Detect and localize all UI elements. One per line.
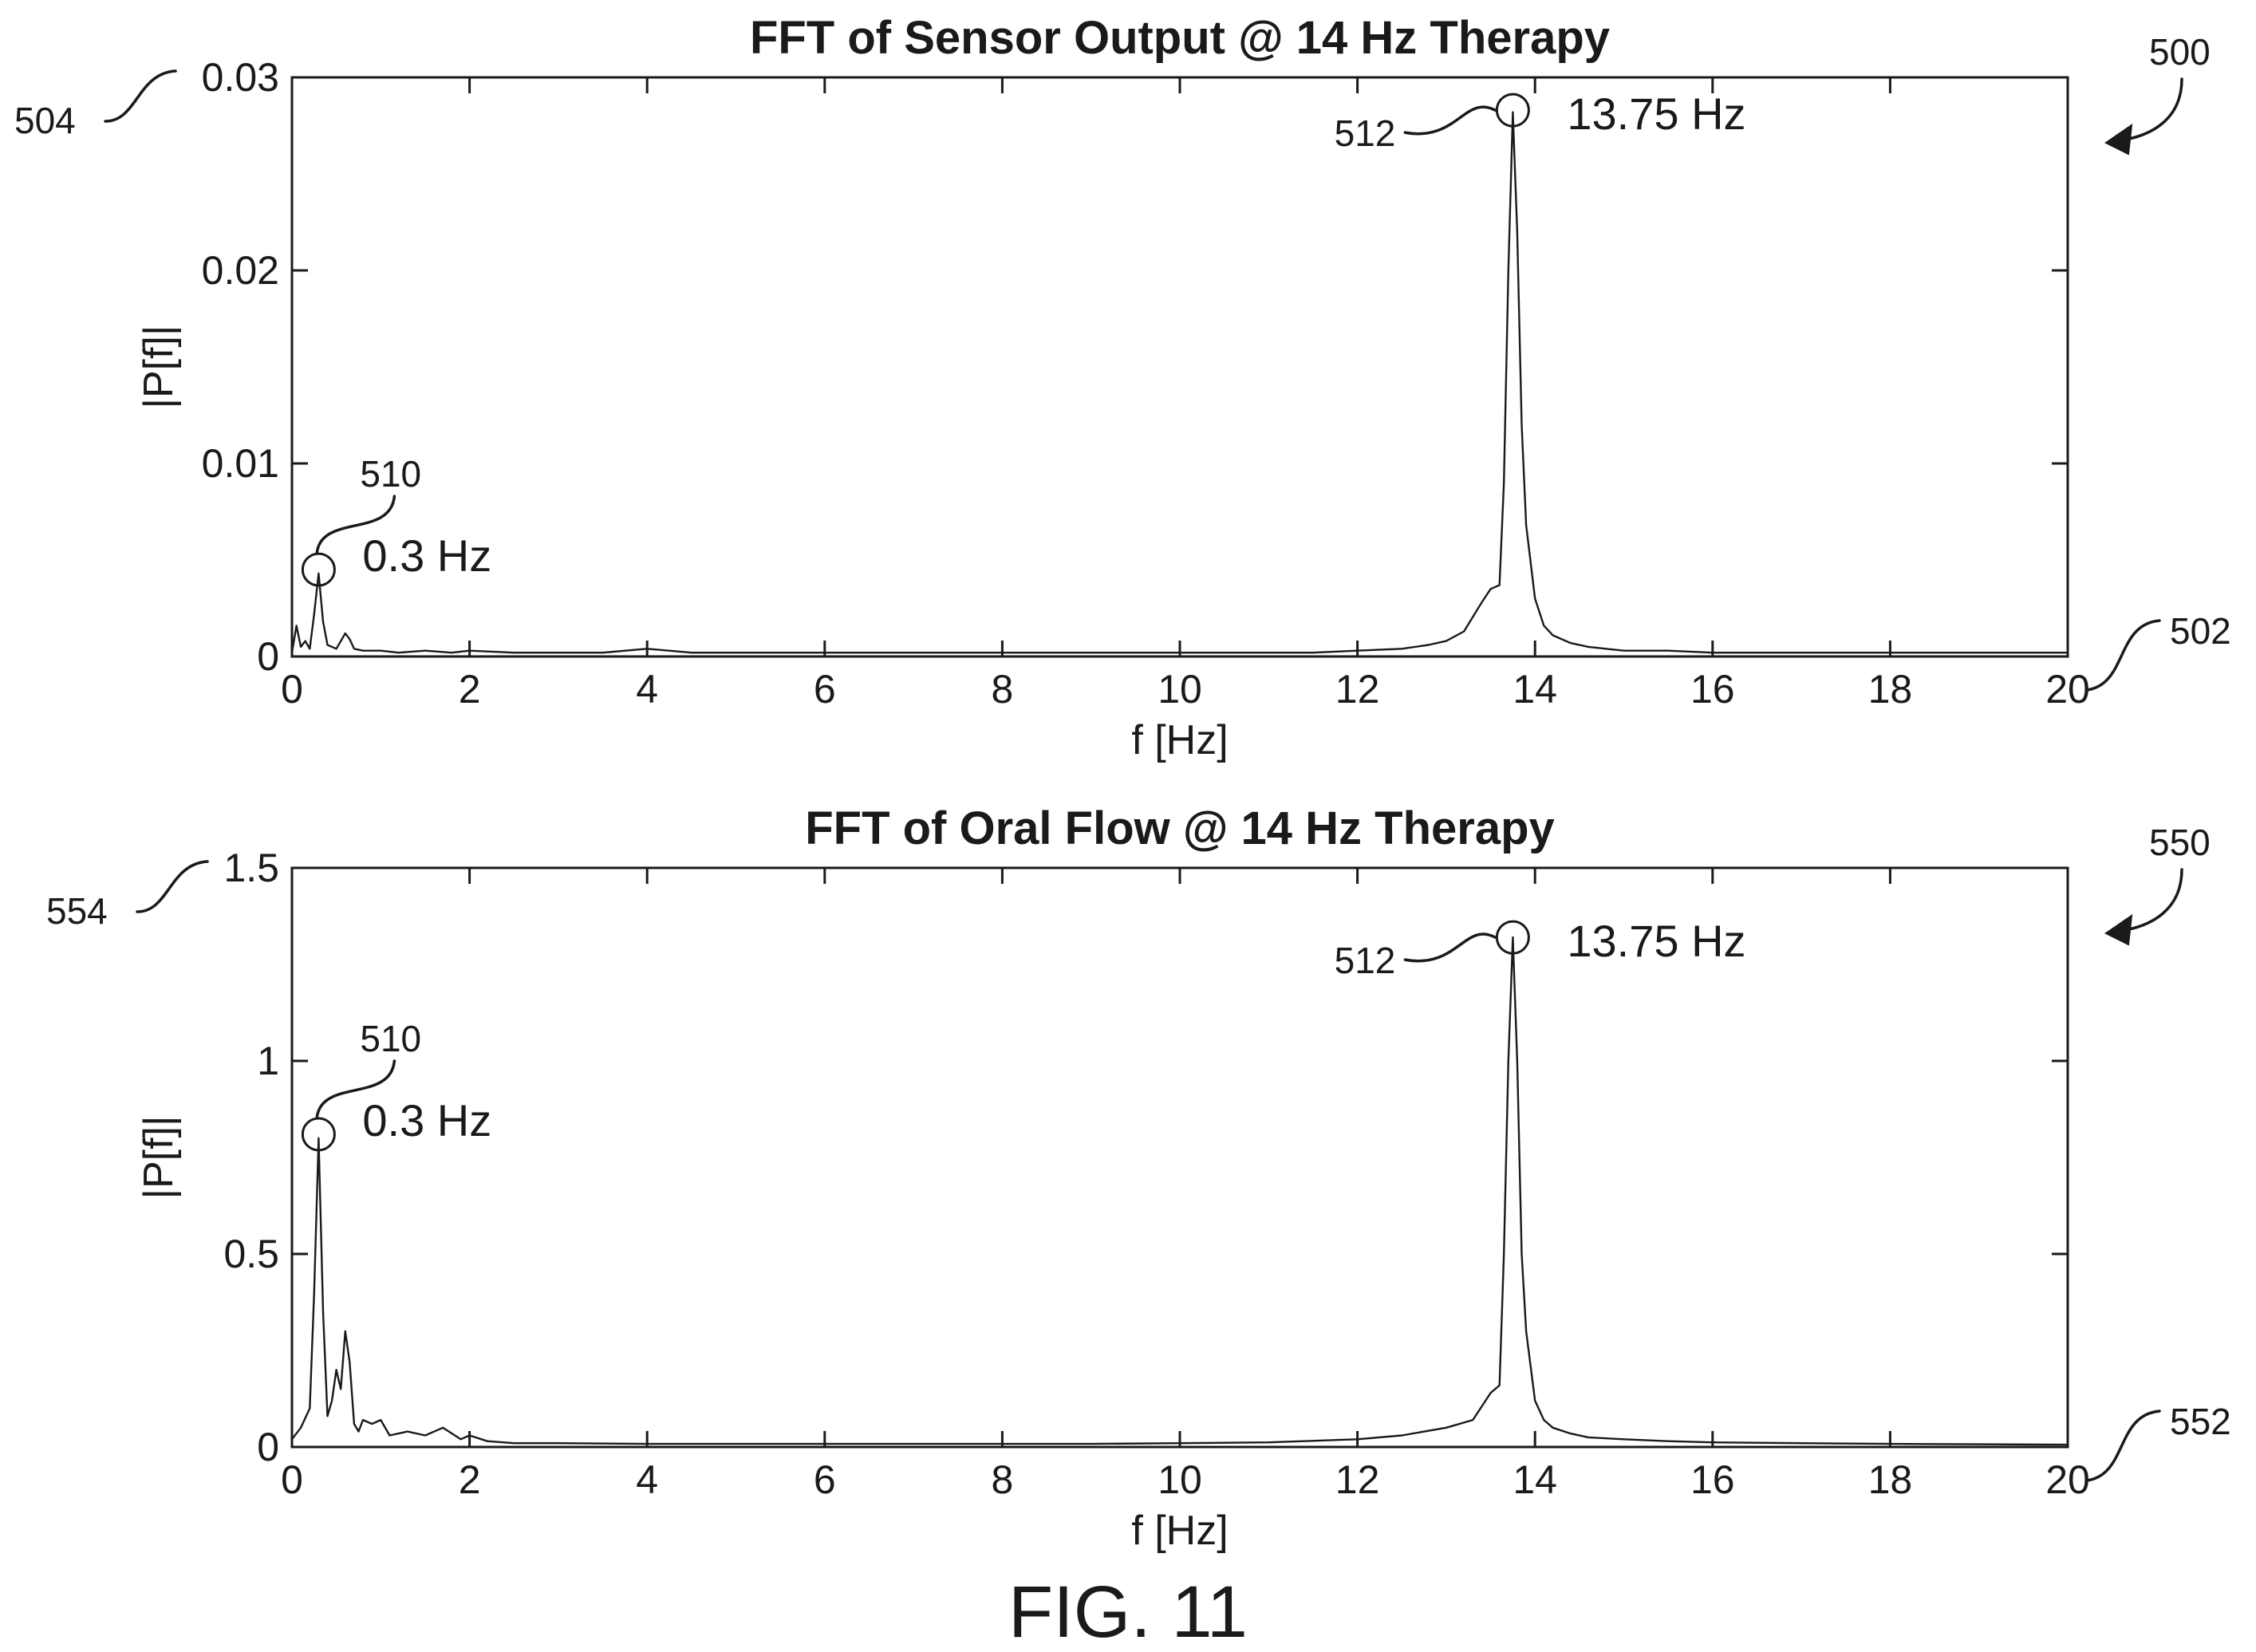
figure-caption: FIG. 11 xyxy=(1008,1571,1248,1652)
arrowhead-icon xyxy=(2104,123,2133,156)
y-axis-reference-numeral: 554 xyxy=(46,890,108,932)
y-tick-label: 0.5 xyxy=(223,1232,279,1276)
peak-marker-circle xyxy=(301,1117,336,1152)
leader-line xyxy=(315,1059,396,1118)
x-tick-label: 12 xyxy=(1335,667,1380,712)
y-tick-label: 0.01 xyxy=(202,441,279,486)
x-axis-label: f [Hz] xyxy=(1131,717,1228,763)
x-axis-label: f [Hz] xyxy=(1131,1508,1228,1554)
fft-trace-line xyxy=(291,936,2069,1446)
leader-line xyxy=(2085,619,2161,692)
y-axis-label: |P[f]| xyxy=(136,1115,182,1199)
peak-marker-circle xyxy=(301,552,336,587)
x-tick-label: 10 xyxy=(1158,667,1202,712)
reference-numeral: 512 xyxy=(1335,112,1396,154)
top-plot-sensor-output: FFT of Sensor Output @ 14 Hz Therapy 0 2 4 6… xyxy=(14,12,2231,763)
y-tick-label: 1 xyxy=(257,1039,279,1083)
x-tick-label: 8 xyxy=(991,667,1013,712)
x-tick-label: 20 xyxy=(2045,667,2090,712)
x-tick-label: 18 xyxy=(1868,1457,1913,1502)
x-tick-label: 14 xyxy=(1513,667,1557,712)
peak-marker-circle xyxy=(1495,920,1530,955)
peak-marker-circle xyxy=(1495,93,1530,128)
peak-frequency-label: 13.75 Hz xyxy=(1567,89,1745,139)
figure-reference-numeral: 500 xyxy=(2149,31,2211,73)
x-tick-label: 2 xyxy=(459,667,481,712)
reference-numeral: 510 xyxy=(360,453,421,495)
y-axis-reference-numeral: 504 xyxy=(14,100,76,141)
x-tick-label: 6 xyxy=(814,1457,836,1502)
fft-trace-line xyxy=(290,111,2068,654)
x-tick-label: 0 xyxy=(281,667,303,712)
reference-numeral: 510 xyxy=(360,1018,421,1059)
chart-title: FFT of Sensor Output @ 14 Hz Therapy xyxy=(750,12,1610,64)
x-tick-label: 2 xyxy=(459,1457,481,1502)
y-tick-label: 0 xyxy=(257,1425,279,1469)
x-axis-reference-numeral: 502 xyxy=(2170,610,2231,652)
x-tick-label: 16 xyxy=(1690,667,1735,712)
leader-line xyxy=(2085,1410,2161,1482)
x-tick-label: 0 xyxy=(281,1457,303,1502)
plot-frame xyxy=(290,76,2069,658)
leader-line xyxy=(315,495,396,554)
x-tick-label: 20 xyxy=(2045,1457,2090,1502)
peak-frequency-label: 0.3 Hz xyxy=(362,530,491,581)
y-tick-label: 0.02 xyxy=(202,248,279,293)
figure-reference-numeral: 550 xyxy=(2149,822,2211,863)
x-tick-label: 8 xyxy=(991,1457,1013,1502)
x-tick-label: 12 xyxy=(1335,1457,1380,1502)
leader-line xyxy=(104,69,177,123)
x-tick-label: 6 xyxy=(814,667,836,712)
peak-frequency-label: 13.75 Hz xyxy=(1567,916,1745,966)
chart-title: FFT of Oral Flow @ 14 Hz Therapy xyxy=(805,802,1555,854)
leader-line xyxy=(1403,932,1497,963)
peak-frequency-label: 0.3 Hz xyxy=(362,1095,491,1145)
leader-line xyxy=(1403,105,1497,136)
leader-line xyxy=(136,860,209,913)
reference-numeral: 512 xyxy=(1335,940,1396,981)
y-axis-label: |P[f]| xyxy=(136,325,182,408)
y-tick-label: 0.03 xyxy=(202,55,279,100)
x-tick-label: 4 xyxy=(636,1457,658,1502)
arrowhead-icon xyxy=(2104,913,2133,946)
x-axis-reference-numeral: 552 xyxy=(2170,1401,2231,1442)
x-tick-label: 18 xyxy=(1868,667,1913,712)
y-tick-label: 1.5 xyxy=(223,846,279,890)
x-tick-label: 10 xyxy=(1158,1457,1202,1502)
x-tick-label: 4 xyxy=(636,667,658,712)
plot-frame xyxy=(290,866,2069,1449)
y-tick-label: 0 xyxy=(257,634,279,679)
x-tick-label: 14 xyxy=(1513,1457,1557,1502)
x-tick-label: 16 xyxy=(1690,1457,1735,1502)
